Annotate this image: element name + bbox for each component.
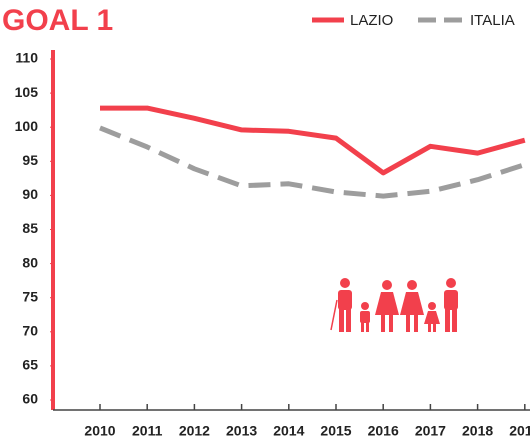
- x-tick-label: 2015: [320, 423, 351, 439]
- x-tick-label: 2017: [415, 423, 446, 439]
- x-tick-label: 2010: [84, 423, 115, 439]
- y-tick-label: 75: [22, 288, 38, 304]
- x-tick-label: 2014: [273, 423, 304, 439]
- y-tick-label: 65: [22, 357, 38, 373]
- x-tick-label: 2019: [509, 423, 530, 439]
- x-tick-label: 2013: [226, 423, 257, 439]
- family-icon: [330, 278, 458, 332]
- x-tick-label: 2012: [179, 423, 210, 439]
- y-tick-label: 110: [15, 50, 38, 66]
- line-series: [100, 105, 526, 176]
- y-tick-label: 70: [22, 323, 38, 339]
- chart-title: GOAL 1: [2, 4, 113, 37]
- y-tick-label: 100: [15, 118, 39, 134]
- legend-label: ITALIA: [470, 12, 515, 29]
- y-tick-label: 60: [22, 391, 38, 407]
- y-tick-label: 95: [22, 152, 38, 168]
- x-tick-label: 2011: [132, 423, 163, 439]
- x-tick-label: 2016: [368, 423, 399, 439]
- y-tick-label: 90: [22, 186, 38, 202]
- y-tick-label: 105: [15, 84, 39, 100]
- y-tick-label: 85: [22, 220, 38, 236]
- legend-label: LAZIO: [350, 12, 393, 29]
- line-series: [99, 125, 526, 199]
- x-tick-label: 2018: [462, 423, 493, 439]
- y-tick-label: 80: [22, 254, 38, 270]
